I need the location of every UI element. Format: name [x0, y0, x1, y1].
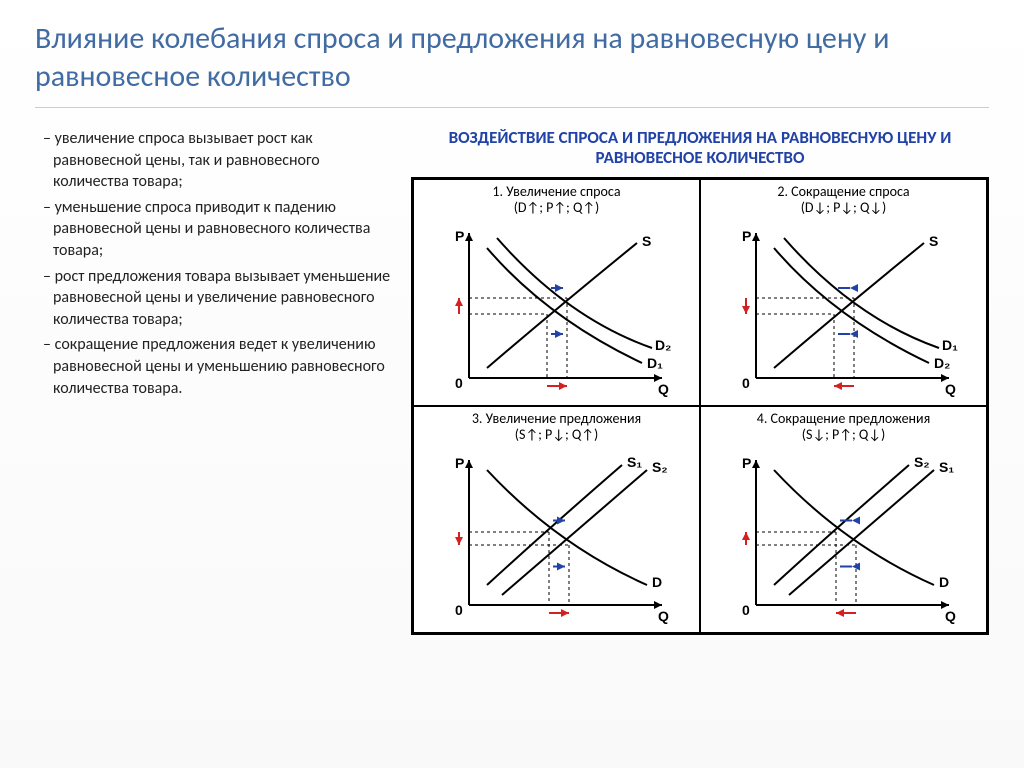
svg-text:S: S: [929, 233, 938, 249]
cell-title: 2. Сокращение спроса(D↓; P↓; Q↓): [705, 184, 982, 216]
svg-text:Q: Q: [658, 608, 669, 624]
cell-title: 3. Увеличение предложения(S↑; P↓; Q↑): [418, 411, 695, 443]
svg-text:S₁: S₁: [627, 454, 642, 470]
svg-text:P: P: [742, 228, 751, 244]
chart-grid: 1. Увеличение спроса(D↑; P↑; Q↑) P Q 0 S D₁ D…: [411, 177, 989, 635]
cell-4-supply-decrease: 4. Сокращение предложения(S↓; P↑; Q↓) P Q…: [700, 406, 987, 633]
chart-3: P Q 0 D S₁ S₂: [437, 445, 677, 630]
svg-text:D: D: [652, 574, 662, 590]
svg-text:0: 0: [742, 602, 750, 618]
bullet-item: уменьшение спроса приводит к падению рав…: [43, 197, 395, 262]
cell-title: 1. Увеличение спроса(D↑; P↑; Q↑): [418, 184, 695, 216]
svg-text:0: 0: [455, 375, 463, 391]
bullet-list: увеличение спроса вызывает рост как равн…: [35, 128, 395, 635]
chart-4: P Q 0 D S₁ S₂: [724, 445, 964, 630]
svg-text:S: S: [642, 233, 651, 249]
svg-text:P: P: [742, 455, 751, 471]
svg-text:D₁: D₁: [942, 337, 958, 353]
svg-text:Q: Q: [945, 381, 956, 397]
svg-text:D₁: D₁: [647, 355, 663, 371]
cell-title: 4. Сокращение предложения(S↓; P↑; Q↓): [705, 411, 982, 443]
svg-text:Q: Q: [945, 608, 956, 624]
bullet-item: увеличение спроса вызывает рост как равн…: [43, 128, 395, 193]
svg-text:Q: Q: [658, 381, 669, 397]
svg-text:S₁: S₁: [939, 459, 954, 475]
svg-text:0: 0: [742, 375, 750, 391]
bullet-item: рост предложения товара вызывает уменьше…: [43, 266, 395, 331]
slide-title: Влияние колебания спроса и предложения н…: [35, 20, 989, 108]
svg-text:S₂: S₂: [652, 459, 668, 475]
svg-text:P: P: [455, 228, 464, 244]
svg-text:S₂: S₂: [914, 454, 930, 470]
cell-3-supply-increase: 3. Увеличение предложения(S↑; P↓; Q↑) P Q…: [413, 406, 700, 633]
svg-text:P: P: [455, 455, 464, 471]
svg-text:D₂: D₂: [934, 355, 950, 371]
content-row: увеличение спроса вызывает рост как равн…: [35, 128, 989, 635]
svg-text:0: 0: [455, 602, 463, 618]
panel-title: ВОЗДЕЙСТВИЕ СПРОСА И ПРЕДЛОЖЕНИЯ НА РАВН…: [411, 128, 989, 169]
charts-panel: ВОЗДЕЙСТВИЕ СПРОСА И ПРЕДЛОЖЕНИЯ НА РАВН…: [411, 128, 989, 635]
cell-2-demand-decrease: 2. Сокращение спроса(D↓; P↓; Q↓) P Q 0 S D₁ D…: [700, 179, 987, 406]
cell-1-demand-increase: 1. Увеличение спроса(D↑; P↑; Q↑) P Q 0 S D₁ D…: [413, 179, 700, 406]
svg-text:D₂: D₂: [655, 337, 671, 353]
svg-text:D: D: [939, 574, 949, 590]
chart-1: P Q 0 S D₁ D₂: [437, 218, 677, 403]
bullet-item: сокращение предложения ведет к увеличени…: [43, 334, 395, 399]
chart-2: P Q 0 S D₁ D₂: [724, 218, 964, 403]
